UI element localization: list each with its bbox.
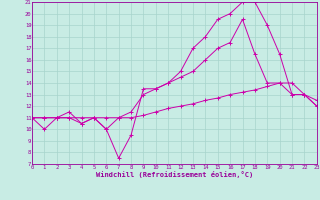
X-axis label: Windchill (Refroidissement éolien,°C): Windchill (Refroidissement éolien,°C) — [96, 171, 253, 178]
